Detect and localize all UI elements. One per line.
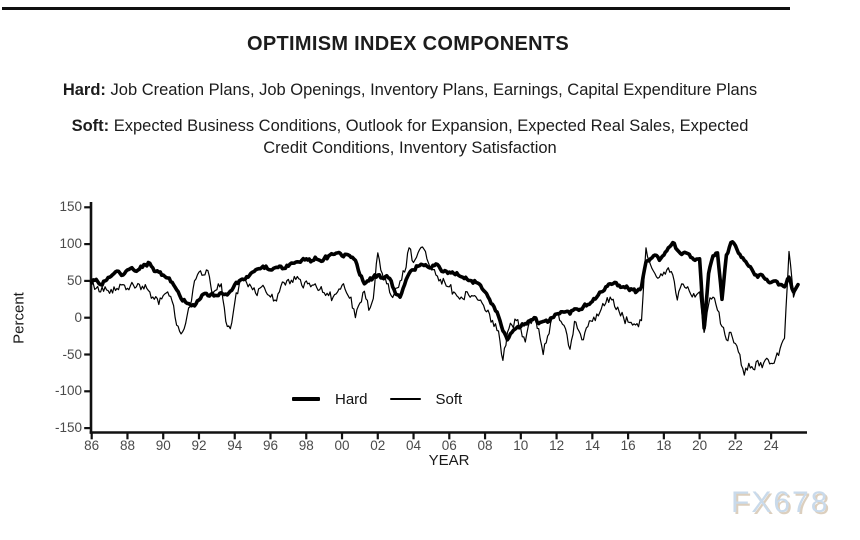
legend-hard-label: Hard bbox=[335, 390, 368, 408]
soft-series-line bbox=[91, 246, 799, 376]
y-tick-label: -100 bbox=[54, 383, 82, 399]
legend-soft-label: Soft bbox=[435, 390, 463, 408]
x-tick-label: 88 bbox=[119, 438, 135, 453]
y-tick-label: 0 bbox=[74, 309, 82, 325]
x-tick-label: 12 bbox=[549, 438, 565, 453]
hard-series-line bbox=[89, 240, 800, 342]
x-tick-label: 06 bbox=[441, 438, 457, 453]
x-tick-label: 86 bbox=[84, 438, 100, 453]
y-axis-title: Percent bbox=[10, 292, 28, 344]
y-tick-label: 150 bbox=[59, 199, 82, 215]
x-tick-label: 14 bbox=[584, 438, 600, 453]
hard-components-text: Job Creation Plans, Job Openings, Invent… bbox=[110, 81, 758, 99]
x-tick-label: 04 bbox=[406, 438, 422, 453]
hard-components-line: Hard: Job Creation Plans, Job Openings, … bbox=[0, 79, 820, 101]
x-tick-label: 96 bbox=[262, 438, 279, 453]
x-tick-label: 08 bbox=[477, 438, 493, 453]
watermark: FX678 bbox=[731, 486, 830, 519]
soft-components-text-2: Credit Conditions, Inventory Satisfactio… bbox=[263, 139, 557, 157]
x-tick-label: 92 bbox=[191, 438, 207, 453]
x-tick-label: 22 bbox=[727, 438, 743, 453]
x-tick-label: 20 bbox=[692, 438, 708, 453]
legend: Hard Soft bbox=[292, 390, 462, 408]
y-tick-label: -50 bbox=[62, 346, 82, 362]
x-tick-label: 02 bbox=[370, 438, 386, 453]
hard-prefix: Hard: bbox=[62, 81, 106, 99]
page-title: OPTIMISM INDEX COMPONENTS bbox=[247, 33, 569, 55]
soft-components-text-1: Expected Business Conditions, Outlook fo… bbox=[113, 117, 749, 135]
x-tick-label: 24 bbox=[763, 438, 779, 453]
x-tick-label: 90 bbox=[155, 438, 171, 453]
y-tick-label: 100 bbox=[59, 236, 82, 252]
x-tick-label: 98 bbox=[298, 438, 314, 453]
x-axis-title: YEAR bbox=[428, 452, 470, 469]
x-tick-label: 16 bbox=[620, 438, 636, 453]
soft-prefix: Soft: bbox=[71, 117, 110, 135]
x-tick-label: 18 bbox=[656, 438, 672, 453]
legend-soft-line-swatch bbox=[389, 398, 421, 400]
top-divider bbox=[2, 7, 790, 10]
y-tick-label: 50 bbox=[66, 272, 82, 288]
y-tick-label: -150 bbox=[54, 420, 82, 436]
legend-hard-line-swatch bbox=[292, 397, 320, 401]
soft-components-line: Soft: Expected Business Conditions, Outl… bbox=[0, 115, 820, 159]
x-tick-label: 10 bbox=[513, 438, 529, 453]
x-tick-label: 00 bbox=[334, 438, 350, 453]
x-tick-label: 94 bbox=[227, 438, 243, 453]
